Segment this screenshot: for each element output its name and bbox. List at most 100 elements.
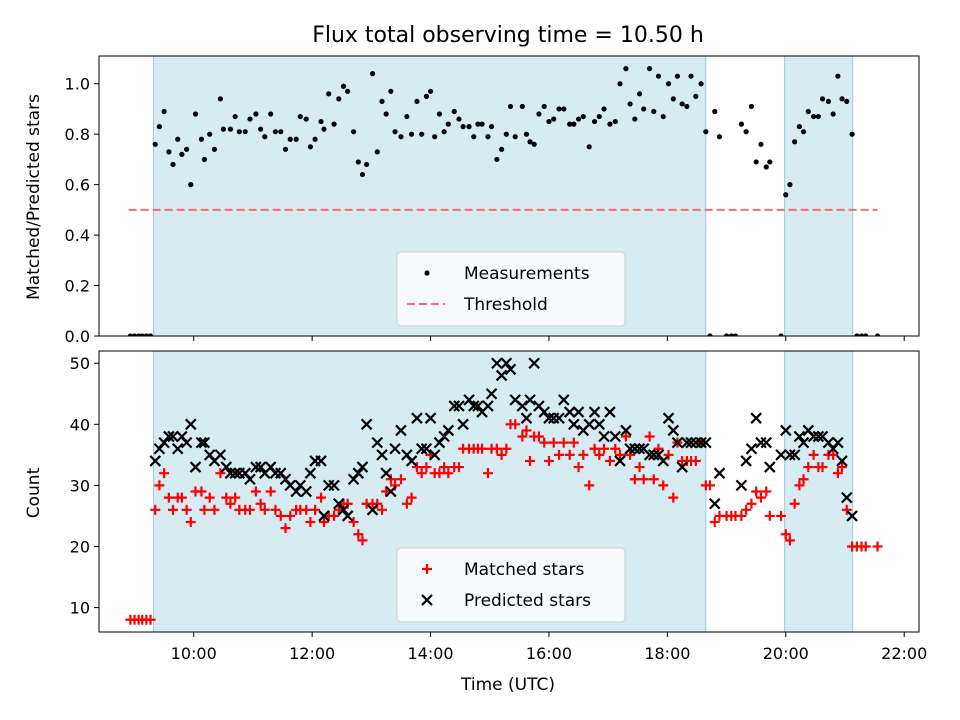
legend-label: Threshold [463, 295, 548, 315]
predicted-stars-point [543, 412, 555, 424]
measurement-point [835, 73, 841, 79]
measurement-point [139, 333, 145, 336]
measurement-point [247, 116, 253, 122]
measurement-point [188, 182, 194, 188]
measurement-point [561, 106, 567, 112]
matched-stars-point [841, 504, 852, 515]
measurement-point [551, 116, 557, 122]
x-tick-label: 12:00 [289, 644, 335, 663]
legend-plus-marker [422, 564, 432, 574]
measurement-point [307, 144, 313, 150]
matched-stars-point [558, 437, 569, 448]
measurement-point [753, 159, 759, 165]
legend-box [396, 251, 626, 327]
matched-stars-point [385, 474, 396, 485]
measurement-point [783, 192, 789, 198]
predicted-stars-point [643, 449, 656, 461]
measurement-point [232, 113, 238, 120]
matched-stars-point [568, 437, 579, 448]
x-tick-label: 14:00 [407, 644, 453, 663]
matched-stars-point [280, 523, 291, 534]
measurement-point [825, 98, 832, 105]
measurement-point [647, 66, 653, 72]
matched-stars-point [196, 486, 207, 497]
matched-stars-point [501, 443, 512, 454]
matched-stars-point [329, 510, 340, 521]
y-tick-label: 0.2 [65, 277, 90, 296]
matched-stars-point [510, 419, 521, 430]
measurement-point [536, 111, 542, 117]
measurement-point [423, 93, 430, 99]
matched-stars-point [808, 449, 819, 460]
matched-stars-point [663, 449, 674, 460]
matched-stars-point [181, 504, 192, 515]
matched-stars-point [305, 517, 316, 528]
measurement-point [143, 333, 149, 336]
measurement-point [494, 156, 500, 163]
measurement-point [170, 161, 176, 168]
measurement-point [336, 96, 342, 102]
predicted-stars-point [366, 504, 379, 516]
measurement-point [272, 129, 279, 135]
predicted-stars-point [485, 387, 498, 400]
ratio-panel: 0.0 0.2 0.4 0.6 0.8 1.0 Measurements Threshold [65, 55, 920, 346]
matched-stars-point [159, 468, 170, 479]
measurement-point [641, 106, 647, 112]
measurement-point [716, 134, 723, 140]
predicted-stars-point [760, 436, 773, 449]
predicted-stars-point [695, 436, 707, 449]
measurement-point [541, 103, 547, 110]
matched-stars-point [564, 449, 575, 460]
legend-x-marker [421, 594, 433, 606]
measurement-point [383, 111, 389, 117]
predicted-stars-point [220, 461, 233, 473]
measurement-point [684, 103, 690, 110]
matched-stars-point [573, 462, 584, 473]
predicted-stars-point [457, 418, 469, 431]
predicted-stars-point [681, 436, 693, 449]
predicted-stars-point [685, 436, 697, 449]
predicted-stars-point [745, 442, 758, 455]
matched-stars-point [620, 431, 631, 442]
legend-label: Measurements [464, 264, 590, 284]
matched-stars-point [776, 510, 787, 521]
predicted-stars-point [588, 406, 601, 418]
matched-stars-point [259, 504, 270, 515]
measurement-point [523, 131, 530, 137]
measurement-point [805, 108, 811, 115]
predicted-stars-point [337, 504, 350, 516]
measurement-point [340, 83, 347, 89]
measurement-point [388, 88, 394, 94]
measurement-point [665, 81, 672, 87]
matched-stars-point [443, 468, 454, 479]
predicted-stars-point [304, 467, 317, 479]
predicted-stars-point [667, 424, 680, 437]
measurement-point [207, 131, 213, 137]
matched-stars-point [225, 498, 236, 509]
matched-stars-point [416, 468, 427, 479]
matched-stars-point [599, 443, 610, 454]
matched-stars-point [629, 474, 640, 485]
predicted-stars-point [609, 430, 622, 443]
predicted-stars-point [491, 357, 503, 369]
measurement-point [596, 113, 602, 120]
measurement-point [369, 71, 376, 77]
measurement-point [192, 111, 199, 117]
predicted-stars-point [315, 455, 327, 467]
predicted-stars-point [735, 479, 748, 492]
predicted-stars-point [180, 436, 193, 449]
predicted-stars-point [593, 418, 606, 431]
matched-stars-point [705, 480, 716, 491]
legend-label: Matched stars [464, 560, 584, 580]
measurement-point [312, 136, 318, 142]
y-tick-label: 30 [70, 476, 90, 495]
predicted-stars-point [442, 424, 455, 437]
measurement-point [858, 333, 865, 336]
predicted-stars-point [428, 449, 441, 461]
matched-stars-point [764, 510, 775, 521]
predicted-stars-point [448, 400, 461, 412]
measurement-point [374, 149, 380, 155]
matched-stars-point [644, 431, 655, 442]
measurement-point [297, 113, 303, 120]
matched-stars-point [255, 498, 266, 509]
